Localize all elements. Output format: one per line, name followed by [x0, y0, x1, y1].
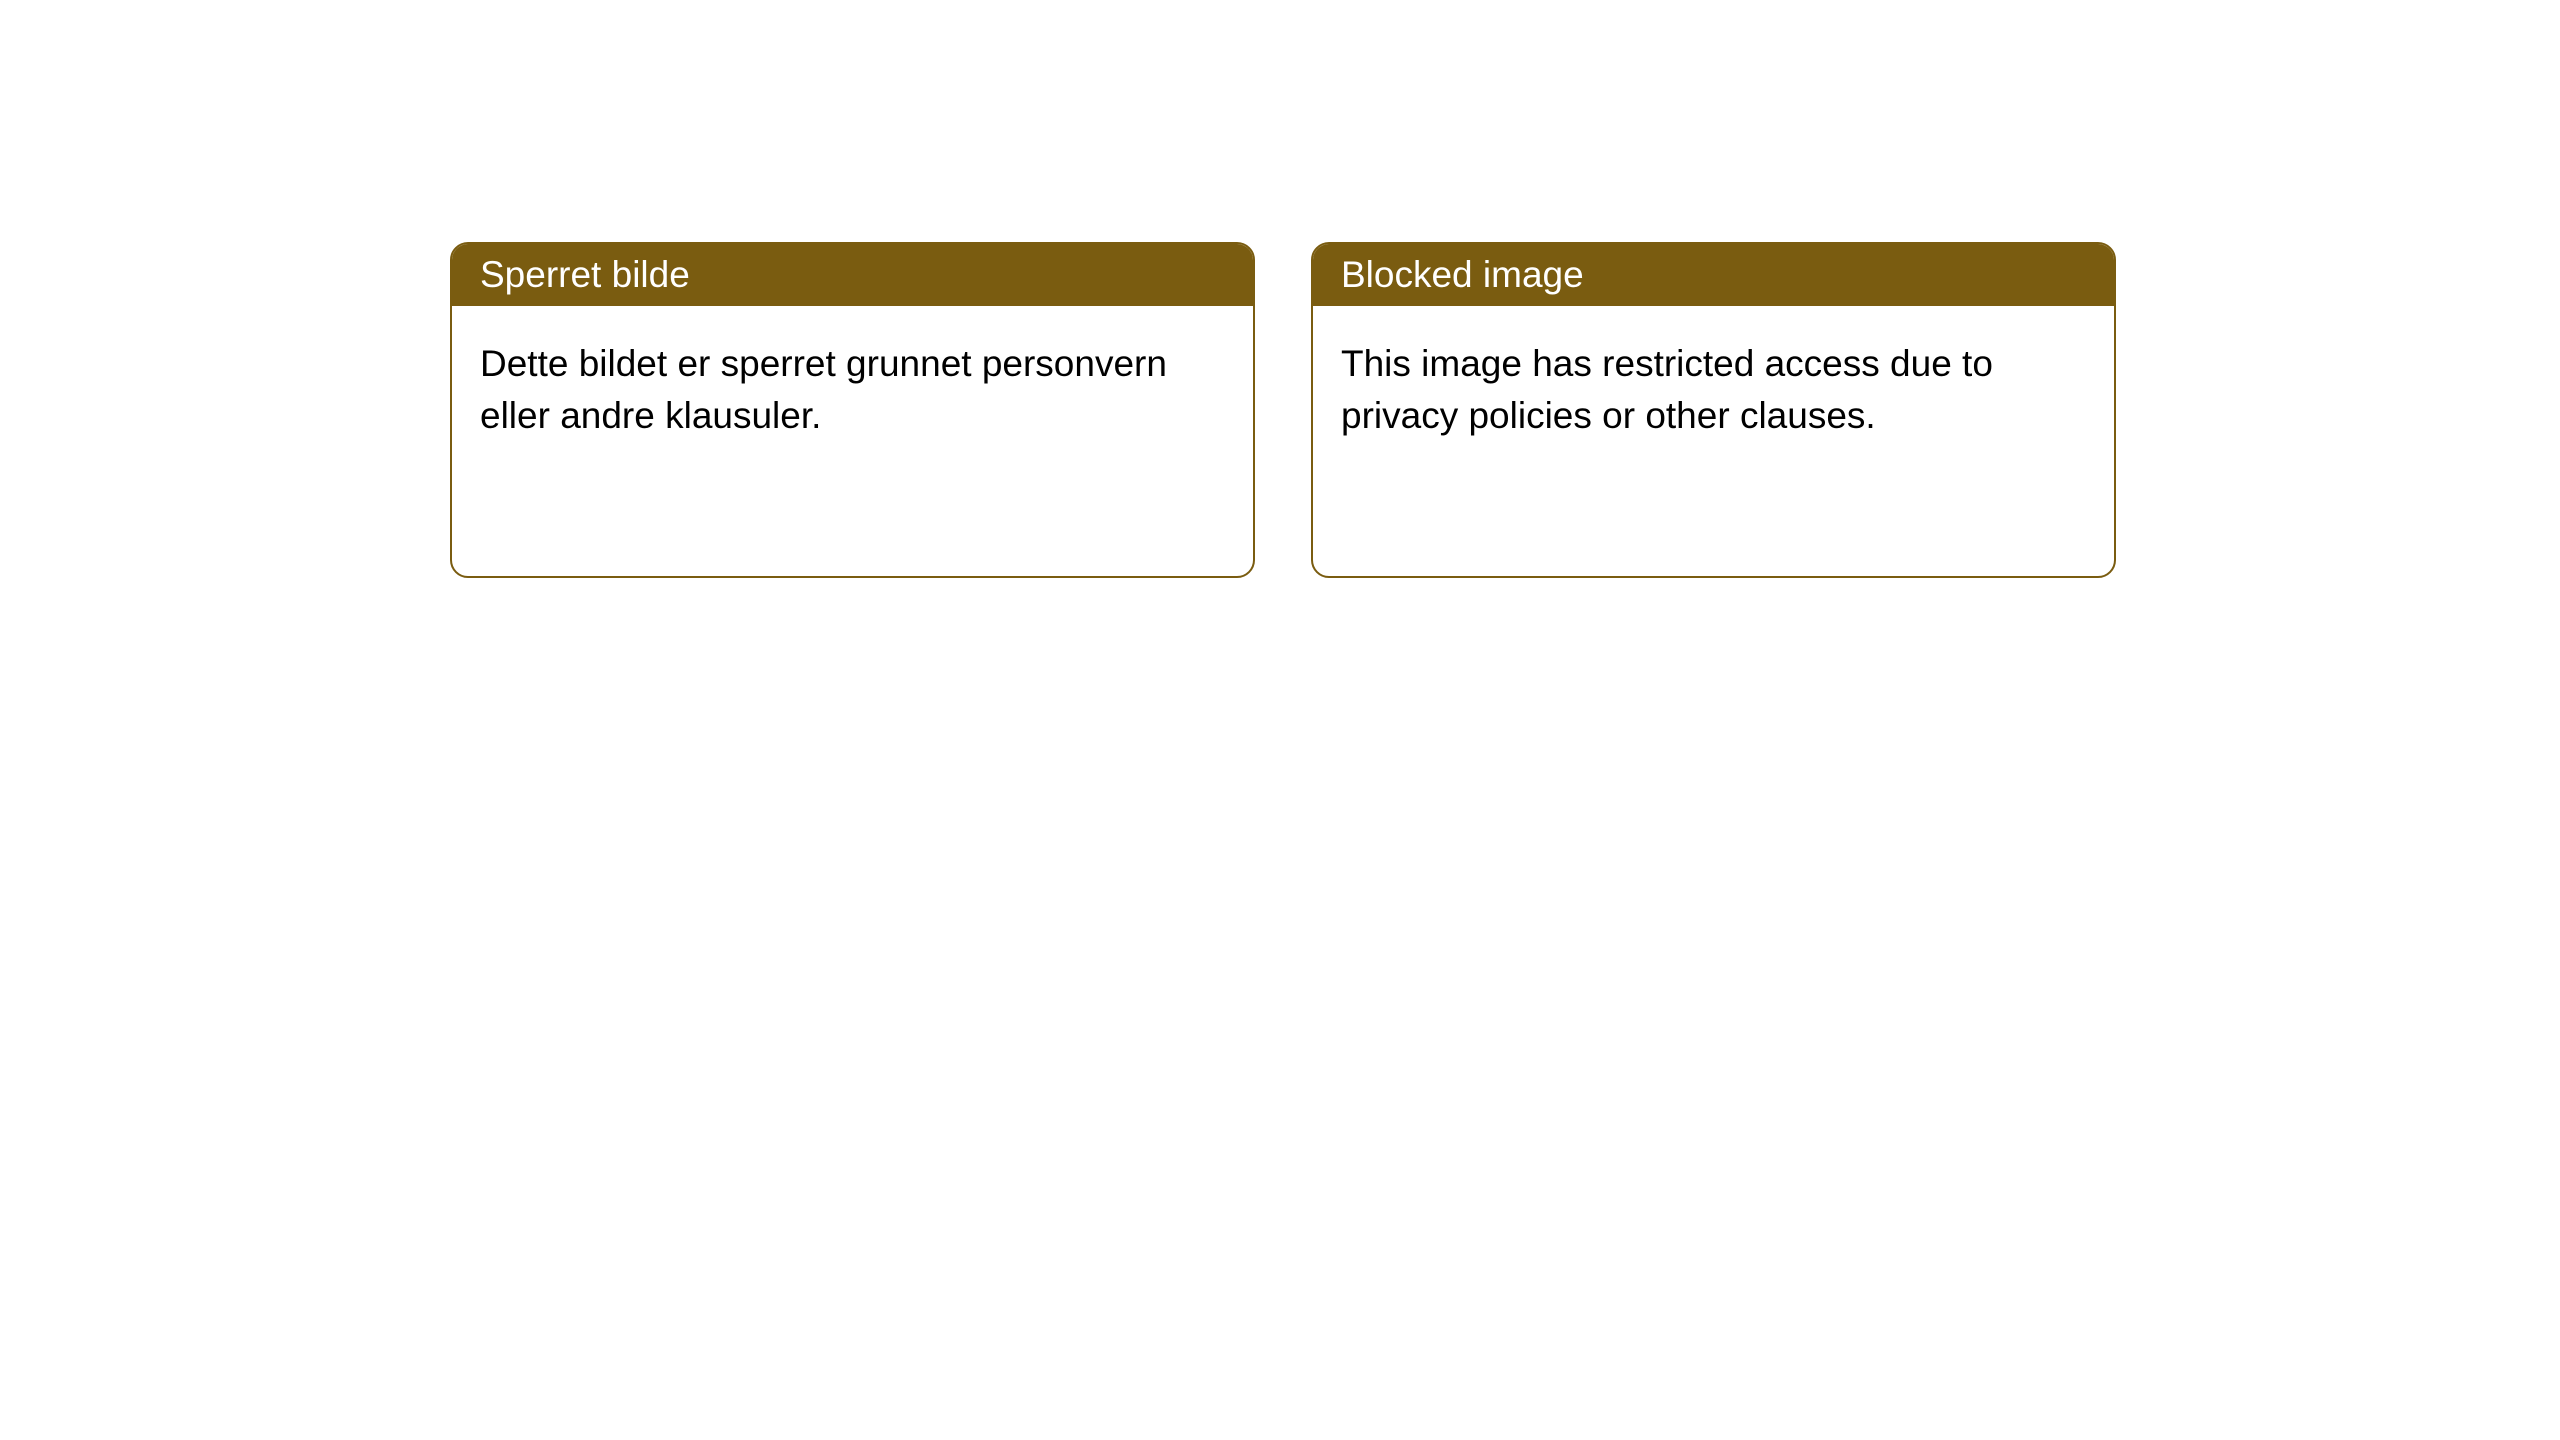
notice-message: Dette bildet er sperret grunnet personve…: [480, 343, 1167, 436]
notice-card-english: Blocked image This image has restricted …: [1311, 242, 2116, 578]
notice-message: This image has restricted access due to …: [1341, 343, 1993, 436]
notice-header: Blocked image: [1313, 244, 2114, 306]
notice-title: Blocked image: [1341, 254, 1584, 295]
notice-container: Sperret bilde Dette bildet er sperret gr…: [0, 0, 2560, 578]
notice-title: Sperret bilde: [480, 254, 690, 295]
notice-card-norwegian: Sperret bilde Dette bildet er sperret gr…: [450, 242, 1255, 578]
notice-body: This image has restricted access due to …: [1313, 306, 2114, 474]
notice-body: Dette bildet er sperret grunnet personve…: [452, 306, 1253, 474]
notice-header: Sperret bilde: [452, 244, 1253, 306]
